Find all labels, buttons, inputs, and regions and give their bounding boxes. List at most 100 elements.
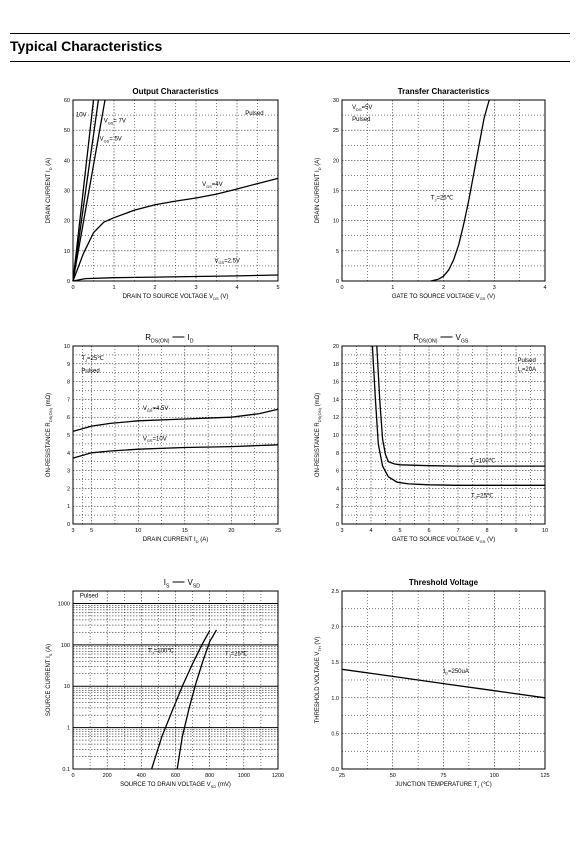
y-tick-label: 1 (67, 504, 70, 510)
y-tick-label: 1 (67, 726, 70, 732)
x-tick-label: 125 (540, 773, 549, 779)
y-tick-label: 4 (336, 486, 339, 492)
series-line-0 (341, 668, 546, 699)
y-tick-label: 15 (333, 189, 339, 195)
x-tick-label: 10 (135, 528, 141, 534)
x-tick-label: 1 (112, 285, 115, 291)
title-underline (10, 61, 570, 62)
y-tick-label: 7 (67, 397, 70, 403)
x-tick-label: 3 (340, 528, 343, 534)
annotation: TJ=100℃ (470, 459, 496, 466)
annotation: VDS=5V (352, 105, 372, 112)
y-tick-label: 5 (336, 249, 339, 255)
x-tick-label: 100 (490, 773, 499, 779)
y-axis-label: DRAIN CURRENT ID (A) (46, 158, 53, 223)
x-axis-label: JUNCTION TEMPERATURE TJ (℃) (395, 782, 491, 789)
y-tick-label: 2.5 (331, 589, 339, 595)
x-tick-label: 5 (398, 528, 401, 534)
x-tick-label: 25 (275, 528, 281, 534)
x-tick-label: 3 (194, 285, 197, 291)
y-tick-label: 3 (67, 469, 70, 475)
y-tick-label: 0 (336, 279, 339, 285)
annotation: Pulsed (352, 117, 370, 123)
x-tick-label: 10 (542, 528, 548, 534)
page-title: Typical Characteristics (10, 38, 163, 54)
y-tick-label: 8 (67, 380, 70, 386)
y-tick-label: 30 (333, 98, 339, 104)
series-line-0 (430, 99, 490, 282)
chart-title-right: VSD (188, 578, 201, 589)
plot-frame (341, 345, 546, 525)
plot-frame (72, 345, 279, 525)
x-tick-label: 2 (442, 285, 445, 291)
y-tick-label: 20 (64, 219, 70, 225)
annotation: Pulsed (245, 111, 263, 117)
chart-title-right: VGS (456, 333, 469, 344)
y-tick-label: 25 (333, 128, 339, 134)
y-axis-label: ON-RESISTANCE RDS(ON) (mΩ) (46, 393, 53, 477)
annotation: VGS= 7V (104, 119, 126, 126)
y-tick-label: 2 (336, 504, 339, 510)
annotation: TJ=25℃ (225, 652, 248, 659)
chart-is_vsd: 0 200 400 600 800 1000 1200 0.1 1 10 100 1000 Pulsed… (46, 578, 284, 789)
annotation: Pulsed (517, 358, 535, 364)
y-tick-label: 1000 (58, 601, 70, 607)
x-tick-label: 75 (440, 773, 446, 779)
annotation: Pulsed (80, 593, 98, 599)
y-tick-label: 14 (333, 397, 339, 403)
y-tick-label: 10 (64, 249, 70, 255)
y-tick-label: 1.5 (331, 660, 339, 666)
x-tick-label: 7 (456, 528, 459, 534)
series-line-2 (72, 99, 106, 282)
y-tick-label: 9 (67, 362, 70, 368)
series-line-0 (376, 345, 545, 467)
x-tick-label: 0 (340, 285, 343, 291)
x-axis-label: DRAIN CURRENT ID (A) (143, 537, 208, 544)
y-tick-label: 0 (67, 522, 70, 528)
chart-title-right: ID (188, 333, 194, 344)
y-tick-label: 18 (333, 362, 339, 368)
annotation: VGS=2.5V (214, 258, 240, 265)
chart-title: Threshold Voltage (409, 578, 479, 587)
y-tick-label: 50 (64, 128, 70, 134)
x-tick-label: 5 (276, 285, 279, 291)
y-axis-label: ON-RESISTANCE RDS(ON) (mΩ) (315, 393, 322, 477)
chart-transfer: 0 1 2 3 4 0 5 10 15 20 25 30 VDS=5V Pulsed TJ=25℃ Trans… (315, 87, 547, 301)
y-tick-label: 8 (336, 451, 339, 457)
series-line-3 (72, 177, 279, 282)
annotation: ID=20A (517, 367, 536, 374)
plot-frame (72, 99, 279, 282)
x-axis-label: SOURCE TO DRAIN VOLTAGE VSD (mV) (120, 782, 231, 789)
x-tick-label: 200 (103, 773, 112, 779)
y-tick-label: 6 (336, 469, 339, 475)
chart-title-left: IS (164, 578, 170, 589)
annotation: VGS=4V (202, 182, 222, 189)
series-line-1 (72, 444, 279, 459)
top-rule (10, 33, 570, 34)
annotation: 10V (76, 113, 87, 119)
y-tick-label: 6 (67, 415, 70, 421)
y-axis-label: THRESHOLD VOLTAGE VTH (V) (315, 637, 322, 724)
y-axis-label: SOURCE CURRENT IS (A) (46, 644, 53, 716)
y-tick-label: 2.0 (331, 625, 339, 631)
plot-frame (341, 590, 546, 770)
chart-title-left: RDS(ON) (413, 333, 437, 344)
y-tick-label: 16 (333, 380, 339, 386)
y-tick-label: 60 (64, 98, 70, 104)
y-tick-label: 20 (333, 158, 339, 164)
series-line-0 (72, 408, 279, 433)
series-line-1 (176, 629, 218, 770)
annotation: TJ=25℃ (431, 196, 454, 203)
y-tick-label: 20 (333, 344, 339, 350)
series-line-1 (371, 345, 545, 486)
chart-rds_id: 3 5 10 15 20 25 0 1 2 3 4 5 6 7 8 9 10 TJ=25℃ Pulsed VGS=4.… (46, 333, 281, 544)
x-tick-label: 4 (543, 285, 546, 291)
x-tick-label: 800 (205, 773, 214, 779)
x-tick-label: 15 (182, 528, 188, 534)
annotation: TJ=25℃ (81, 356, 104, 363)
x-tick-label: 3 (493, 285, 496, 291)
series-line-1 (72, 99, 100, 282)
y-tick-label: 2 (67, 486, 70, 492)
